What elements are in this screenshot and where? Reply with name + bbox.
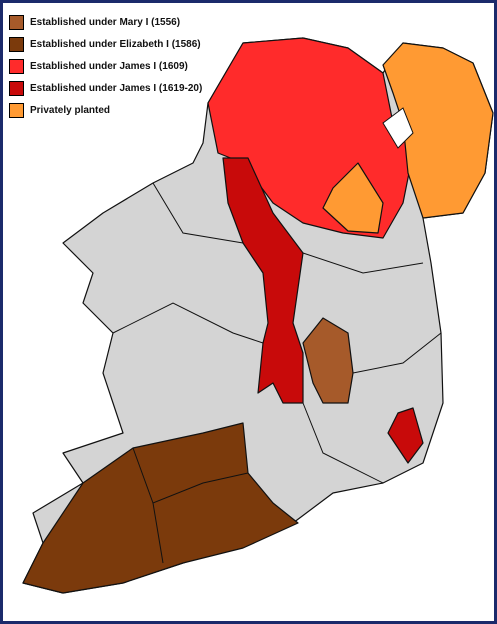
legend-swatch: [9, 102, 24, 118]
legend-swatch: [9, 58, 24, 74]
legend-swatch: [9, 14, 24, 30]
legend-label: Established under James I (1609): [30, 60, 188, 72]
legend-swatch: [9, 36, 24, 52]
legend-item: Established under Mary I (1556): [9, 11, 202, 33]
legend-label: Established under Mary I (1556): [30, 16, 181, 28]
county-line: [302, 402, 384, 484]
legend-item: Established under James I (1619-20): [9, 77, 202, 99]
county-line: [302, 252, 424, 274]
legend-item: Established under Elizabeth I (1586): [9, 33, 202, 55]
county-line: [352, 332, 442, 374]
legend-item: Established under James I (1609): [9, 55, 202, 77]
lough-neagh: [382, 107, 414, 149]
legend-label: Privately planted: [30, 104, 111, 116]
map: [22, 37, 494, 594]
plantation-munster: [22, 422, 299, 594]
private-armagh: [322, 162, 384, 234]
county-line: [152, 502, 164, 564]
legend: Established under Mary I (1556) Establish…: [9, 11, 202, 121]
county-line: [152, 182, 244, 244]
legend-label: Established under James I (1619-20): [30, 82, 203, 94]
plantation-laois-offaly: [302, 317, 354, 404]
plantation-1619-20: [222, 157, 304, 404]
legend-label: Established under Elizabeth I (1586): [30, 38, 201, 50]
legend-item: Privately planted: [9, 99, 202, 121]
plantation-wicklow: [387, 407, 424, 464]
legend-swatch: [9, 80, 24, 96]
county-line: [112, 302, 264, 344]
county-line: [132, 447, 249, 504]
